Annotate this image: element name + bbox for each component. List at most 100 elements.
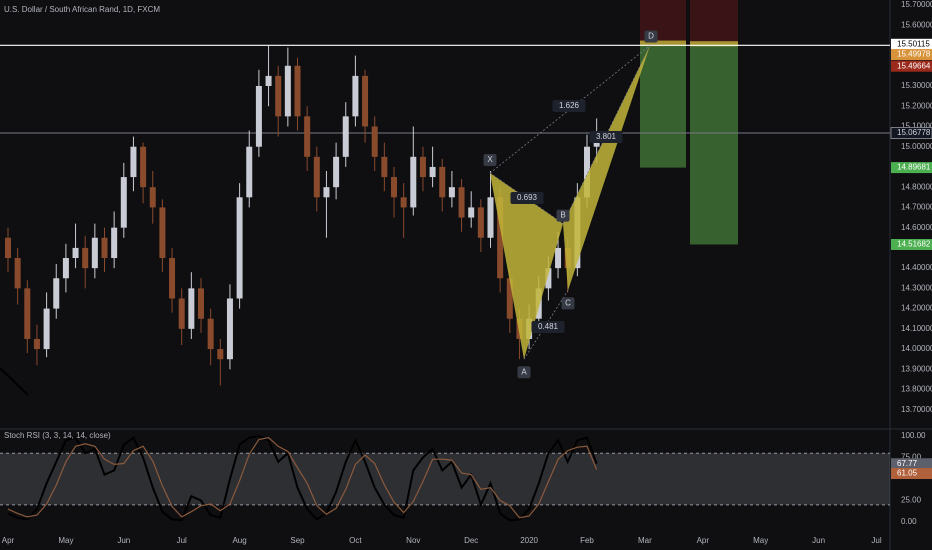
y-tick-label: 13.90000	[901, 364, 932, 373]
y-tick-label: 15.60000	[901, 20, 932, 29]
target-label: 14.89681	[897, 163, 931, 172]
candle-body	[439, 166, 446, 198]
candle-body	[555, 247, 562, 269]
pattern-triangle	[563, 45, 650, 291]
stop-zone	[690, 0, 738, 47]
pattern-point-label: D	[648, 32, 654, 41]
x-tick-label: Mar	[638, 536, 652, 545]
candle-body	[62, 258, 69, 279]
candle-body	[410, 156, 417, 208]
candle-body	[429, 166, 436, 178]
candle-body	[400, 197, 407, 208]
candle-body	[323, 187, 330, 198]
candle-body	[265, 75, 272, 87]
x-tick-label: May	[753, 536, 768, 545]
candle-body	[313, 156, 320, 198]
candle-body	[371, 126, 378, 157]
candle-body	[477, 207, 484, 238]
y-tick-label: 15.10000	[901, 122, 932, 131]
candle-body	[236, 197, 243, 299]
target-label: 14.51682	[897, 240, 931, 249]
candle-body	[24, 288, 31, 339]
last-price-label: 15.06778	[897, 128, 931, 137]
pattern-ratio-label-bg	[531, 321, 565, 333]
candle-body	[207, 318, 214, 350]
target-label-bg	[891, 162, 932, 174]
y-tick-label: 25.00	[901, 496, 922, 505]
candle-body	[419, 156, 426, 178]
stoch-line	[7, 437, 598, 519]
pattern-point-label-bg	[556, 209, 570, 222]
y-tick-label: 14.20000	[901, 304, 932, 313]
trend-line	[0, 367, 29, 396]
last-price-label-bg	[890, 127, 932, 139]
pattern-point-label-bg	[644, 30, 658, 43]
candle-body	[140, 146, 147, 188]
x-tick-label: Oct	[349, 536, 362, 545]
candle-body	[82, 247, 89, 269]
pattern-point-label-bg	[483, 154, 497, 167]
entry-label-bg	[891, 49, 932, 61]
indicator-title: Stoch RSI (3, 3, 14, 14, close)	[4, 431, 111, 440]
entry-band	[690, 41, 738, 48]
entry-label: 15.49978	[897, 50, 931, 59]
candle-body	[169, 258, 176, 299]
y-tick-label: 100.00	[901, 431, 926, 440]
x-tick-label: Jul	[871, 536, 881, 545]
candle-body	[188, 288, 195, 329]
stoch-line	[7, 434, 598, 522]
stoch-value-label: 61.05	[897, 469, 918, 478]
candle-body	[448, 187, 455, 198]
pattern-triangle	[490, 173, 563, 360]
candle-body	[130, 146, 137, 178]
candle-body	[101, 237, 108, 259]
pattern-point-label: C	[565, 299, 571, 308]
y-tick-label: 15.00000	[901, 142, 932, 151]
candle-body	[198, 288, 204, 319]
candle-body	[226, 298, 233, 360]
pattern-ratio-label-bg	[589, 131, 623, 143]
entry-band	[640, 40, 686, 47]
candle-body	[391, 177, 397, 198]
stoch-value-label-bg	[891, 468, 932, 480]
candle-body	[255, 86, 262, 147]
profit-zone	[640, 45, 686, 168]
candle-body	[333, 156, 340, 188]
y-tick-label: 14.70000	[901, 203, 932, 212]
pattern-point-label: A	[521, 367, 527, 376]
pattern-ratio-label-bg	[552, 100, 586, 112]
stoch-band	[0, 453, 890, 505]
candle-body	[584, 146, 590, 198]
candle-body	[545, 268, 552, 289]
stoch-value-label: 67.77	[897, 459, 918, 468]
x-tick-label: Sep	[290, 536, 305, 545]
candle-body	[149, 187, 156, 208]
x-tick-label: 2020	[520, 536, 538, 545]
pattern-ratio-label: 1.626	[559, 101, 580, 110]
stoch-value-label-bg	[891, 458, 932, 470]
pattern-ratio-label: 3.801	[596, 132, 617, 141]
candle-body	[5, 237, 11, 259]
x-tick-label: Nov	[406, 536, 420, 545]
candle-body	[284, 65, 291, 117]
x-tick-label: Dec	[464, 536, 478, 545]
x-tick-label: Jun	[812, 536, 825, 545]
y-tick-label: 75.00	[901, 453, 922, 462]
candle-body	[468, 207, 475, 218]
y-tick-label: 14.00000	[901, 344, 932, 353]
candle-body	[217, 349, 224, 360]
x-tick-label: Apr	[697, 536, 710, 545]
y-tick-label: 14.10000	[901, 324, 932, 333]
candle-body	[178, 298, 185, 329]
candle-body	[362, 75, 369, 127]
candle-body	[381, 156, 388, 178]
candle-body	[246, 146, 253, 198]
price-line-label-bg	[891, 38, 932, 50]
y-tick-label: 13.70000	[901, 405, 932, 414]
candle-body	[294, 65, 301, 117]
y-tick-label: 15.70000	[901, 0, 932, 9]
candle-body	[352, 75, 359, 117]
candle-body	[72, 247, 79, 259]
